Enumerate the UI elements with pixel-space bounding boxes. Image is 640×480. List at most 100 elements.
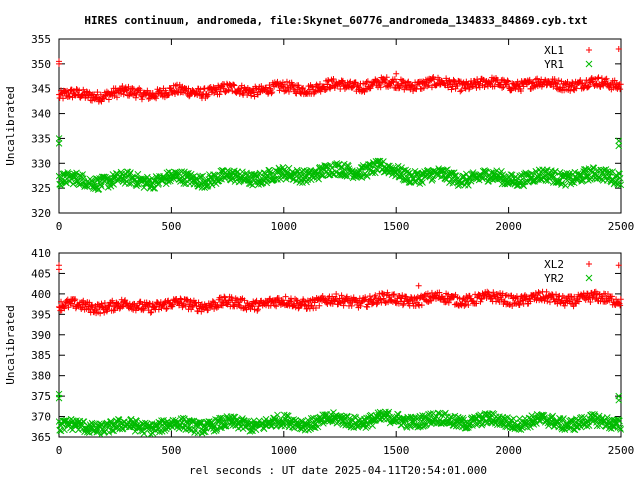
data-point bbox=[330, 76, 337, 83]
data-point bbox=[150, 184, 157, 192]
data-point bbox=[331, 298, 338, 305]
data-point bbox=[415, 301, 422, 308]
y-tick-label: 325 bbox=[31, 182, 51, 195]
data-point bbox=[83, 88, 90, 95]
data-point bbox=[399, 302, 406, 309]
y-tick-label: 400 bbox=[31, 288, 51, 301]
data-point bbox=[293, 297, 300, 304]
data-point bbox=[168, 302, 175, 309]
data-point bbox=[361, 415, 368, 423]
data-point bbox=[180, 302, 187, 309]
data-point bbox=[549, 291, 556, 298]
data-point bbox=[462, 85, 469, 92]
data-point bbox=[329, 418, 337, 426]
data-point bbox=[583, 173, 590, 181]
data-point bbox=[312, 88, 319, 95]
data-point bbox=[373, 301, 380, 308]
data-point bbox=[421, 292, 428, 299]
data-point bbox=[106, 302, 113, 309]
y-tick-label: 355 bbox=[31, 33, 51, 46]
data-point bbox=[505, 78, 512, 85]
data-point bbox=[222, 422, 230, 430]
data-point bbox=[355, 168, 363, 176]
data-point bbox=[374, 300, 381, 307]
data-point bbox=[466, 292, 473, 299]
data-point bbox=[590, 292, 597, 299]
data-point bbox=[501, 298, 508, 305]
data-point bbox=[393, 70, 400, 77]
data-point bbox=[56, 303, 62, 310]
data-point bbox=[161, 301, 168, 308]
data-point bbox=[465, 182, 472, 189]
data-point bbox=[381, 79, 388, 86]
data-point bbox=[238, 296, 245, 303]
data-point bbox=[105, 429, 113, 436]
data-point bbox=[130, 306, 137, 313]
data-point bbox=[363, 79, 370, 86]
data-point bbox=[543, 166, 551, 174]
data-point bbox=[615, 137, 623, 145]
data-point bbox=[534, 75, 541, 82]
data-point bbox=[334, 161, 341, 169]
data-point bbox=[616, 424, 624, 432]
data-point bbox=[263, 84, 270, 91]
data-point bbox=[124, 300, 131, 307]
data-point bbox=[553, 85, 560, 92]
data-point bbox=[305, 302, 312, 309]
data-point bbox=[247, 180, 254, 188]
data-point bbox=[304, 416, 312, 424]
data-point bbox=[448, 86, 455, 93]
data-point bbox=[364, 78, 371, 85]
data-point bbox=[56, 60, 62, 67]
data-point bbox=[584, 84, 591, 91]
data-point bbox=[94, 89, 101, 96]
data-point bbox=[297, 89, 304, 96]
data-point bbox=[595, 74, 602, 81]
data-point bbox=[398, 164, 405, 171]
y-tick-label: 405 bbox=[31, 267, 51, 280]
y-tick-label: 385 bbox=[31, 349, 51, 362]
data-point bbox=[169, 301, 176, 308]
data-point bbox=[288, 298, 295, 305]
data-point bbox=[185, 85, 192, 92]
data-point bbox=[56, 266, 62, 273]
data-point bbox=[290, 303, 297, 310]
data-point bbox=[602, 166, 610, 173]
data-point bbox=[76, 87, 83, 94]
data-point bbox=[617, 81, 624, 88]
data-point bbox=[169, 87, 176, 94]
data-point bbox=[616, 174, 624, 182]
data-point bbox=[425, 82, 432, 89]
data-point bbox=[391, 291, 398, 298]
data-point bbox=[97, 310, 104, 317]
data-point bbox=[383, 74, 390, 81]
data-point bbox=[498, 296, 505, 303]
data-point bbox=[575, 298, 582, 305]
data-point bbox=[137, 87, 144, 94]
data-point bbox=[478, 295, 485, 302]
data-point bbox=[87, 90, 94, 97]
data-point bbox=[71, 297, 78, 304]
data-point bbox=[614, 181, 622, 189]
legend-marker bbox=[586, 47, 592, 53]
data-point bbox=[349, 84, 356, 91]
data-point bbox=[161, 299, 168, 306]
data-point bbox=[254, 306, 261, 313]
data-point bbox=[317, 88, 324, 95]
data-point bbox=[101, 300, 108, 307]
data-point bbox=[339, 78, 346, 85]
data-point bbox=[317, 416, 325, 423]
data-point bbox=[617, 86, 624, 93]
data-point bbox=[368, 296, 375, 303]
data-point bbox=[241, 297, 248, 304]
data-point bbox=[489, 168, 497, 176]
data-point bbox=[205, 91, 212, 98]
series-xl1 bbox=[56, 45, 624, 105]
x-tick-label: 0 bbox=[56, 220, 63, 233]
data-point bbox=[516, 302, 523, 309]
data-point bbox=[195, 418, 203, 426]
data-point bbox=[65, 304, 72, 311]
data-point bbox=[180, 180, 188, 187]
data-point bbox=[244, 91, 251, 98]
data-point bbox=[522, 296, 529, 303]
